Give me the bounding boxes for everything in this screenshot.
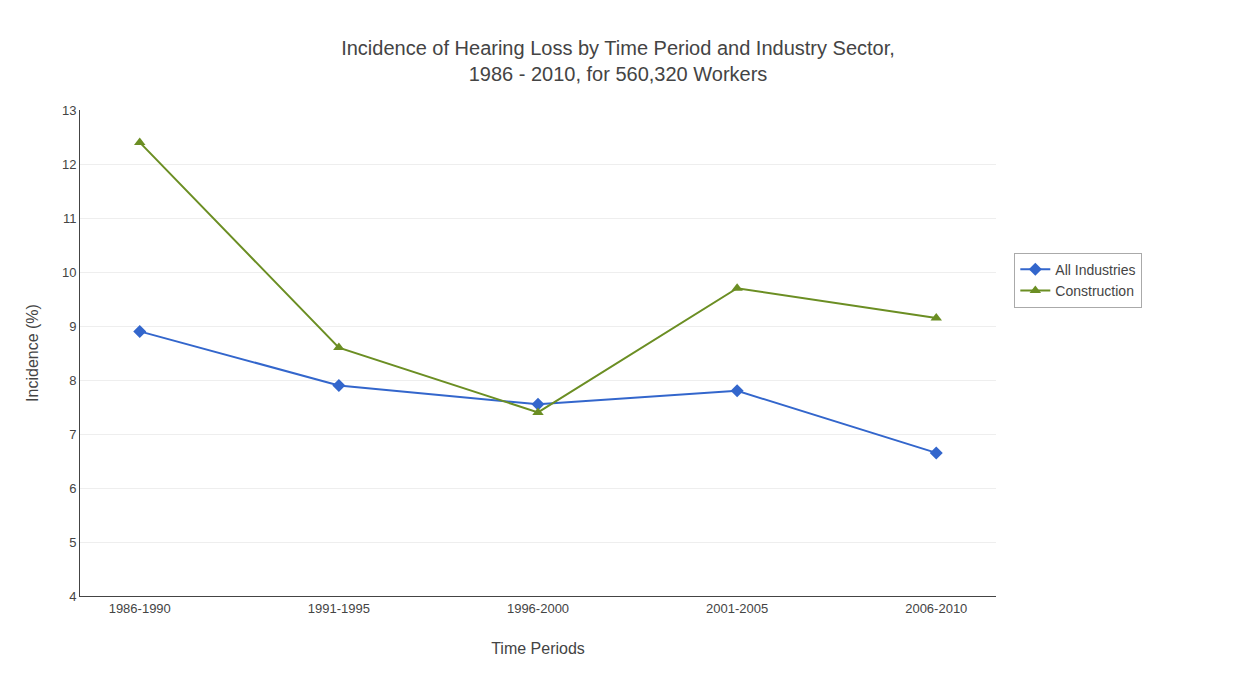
svg-text:1991-1995: 1991-1995 [308, 601, 370, 616]
svg-text:12: 12 [62, 157, 76, 172]
svg-text:13: 13 [62, 103, 76, 118]
svg-text:2001-2005: 2001-2005 [706, 601, 768, 616]
svg-text:8: 8 [69, 373, 76, 388]
svg-text:Construction: Construction [1055, 283, 1134, 299]
svg-text:9: 9 [69, 319, 76, 334]
svg-text:7: 7 [69, 427, 76, 442]
svg-text:6: 6 [69, 481, 76, 496]
svg-text:10: 10 [62, 265, 76, 280]
svg-text:Incidence of Hearing Loss by T: Incidence of Hearing Loss by Time Period… [341, 37, 895, 85]
svg-text:1986-1990: 1986-1990 [109, 601, 171, 616]
svg-text:1996-2000: 1996-2000 [507, 601, 569, 616]
svg-text:All Industries: All Industries [1055, 262, 1135, 278]
svg-text:Incidence (%): Incidence (%) [24, 304, 41, 402]
svg-text:11: 11 [63, 211, 77, 226]
svg-text:Time Periods: Time Periods [491, 640, 585, 657]
svg-text:4: 4 [69, 589, 76, 604]
svg-text:2006-2010: 2006-2010 [905, 601, 967, 616]
svg-text:5: 5 [69, 535, 76, 550]
